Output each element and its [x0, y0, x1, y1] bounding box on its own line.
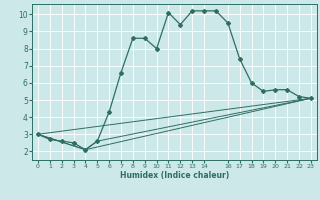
X-axis label: Humidex (Indice chaleur): Humidex (Indice chaleur) — [120, 171, 229, 180]
